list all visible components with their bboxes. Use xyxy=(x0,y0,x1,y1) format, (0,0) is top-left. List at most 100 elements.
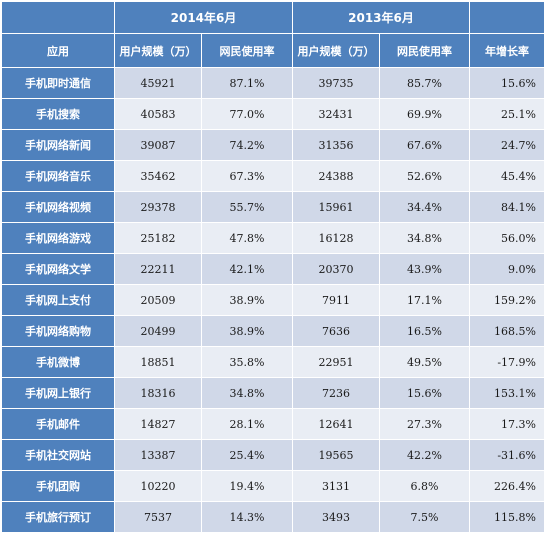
users-2013-cell: 24388 xyxy=(292,160,380,192)
users-2014-cell: 20499 xyxy=(114,315,202,347)
rate-2014-cell: 87.1% xyxy=(201,67,293,99)
app-name-cell: 手机网络音乐 xyxy=(1,160,115,192)
period-2014-header: 2014年6月 xyxy=(114,1,293,34)
growth-cell: 153.1% xyxy=(469,377,545,409)
rate-2014-cell: 38.9% xyxy=(201,284,293,316)
users-2013-cell: 20370 xyxy=(292,253,380,285)
users-2013-cell: 32431 xyxy=(292,98,380,130)
table-row: 手机网上支付 20509 38.9% 7911 17.1% 159.2% xyxy=(1,284,545,316)
users-2014-cell: 20509 xyxy=(114,284,202,316)
rate-2014-cell: 74.2% xyxy=(201,129,293,161)
rate-2014-cell: 34.8% xyxy=(201,377,293,409)
users-2014-cell: 13387 xyxy=(114,439,202,471)
rate-2013-cell: 49.5% xyxy=(379,346,470,378)
table-row: 手机邮件 14827 28.1% 12641 27.3% 17.3% xyxy=(1,408,545,440)
users-2014-cell: 22211 xyxy=(114,253,202,285)
users-2013-cell: 7236 xyxy=(292,377,380,409)
col-header-growth: 年增长率 xyxy=(469,33,545,68)
growth-cell: 226.4% xyxy=(469,470,545,502)
table-row: 手机网络购物 20499 38.9% 7636 16.5% 168.5% xyxy=(1,315,545,347)
growth-cell: -31.6% xyxy=(469,439,545,471)
rate-2013-cell: 16.5% xyxy=(379,315,470,347)
rate-2014-cell: 25.4% xyxy=(201,439,293,471)
growth-corner-cell xyxy=(469,1,545,34)
column-header-row: 应用 用户规模（万） 网民使用率 用户规模（万） 网民使用率 年增长率 xyxy=(1,33,545,68)
growth-cell: -17.9% xyxy=(469,346,545,378)
rate-2014-cell: 77.0% xyxy=(201,98,293,130)
rate-2014-cell: 28.1% xyxy=(201,408,293,440)
period-2013-header: 2013年6月 xyxy=(292,1,470,34)
users-2013-cell: 16128 xyxy=(292,222,380,254)
users-2014-cell: 18851 xyxy=(114,346,202,378)
growth-cell: 9.0% xyxy=(469,253,545,285)
table-row: 手机网络新闻 39087 74.2% 31356 67.6% 24.7% xyxy=(1,129,545,161)
users-2014-cell: 10220 xyxy=(114,470,202,502)
rate-2013-cell: 43.9% xyxy=(379,253,470,285)
users-2013-cell: 22951 xyxy=(292,346,380,378)
users-2013-cell: 7636 xyxy=(292,315,380,347)
rate-2014-cell: 14.3% xyxy=(201,501,293,533)
users-2014-cell: 18316 xyxy=(114,377,202,409)
col-header-rate-2013: 网民使用率 xyxy=(379,33,470,68)
users-2014-cell: 14827 xyxy=(114,408,202,440)
growth-cell: 24.7% xyxy=(469,129,545,161)
rate-2013-cell: 15.6% xyxy=(379,377,470,409)
rate-2013-cell: 42.2% xyxy=(379,439,470,471)
table-row: 手机网络游戏 25182 47.8% 16128 34.8% 56.0% xyxy=(1,222,545,254)
app-name-cell: 手机团购 xyxy=(1,470,115,502)
users-2013-cell: 12641 xyxy=(292,408,380,440)
rate-2014-cell: 42.1% xyxy=(201,253,293,285)
rate-2013-cell: 34.4% xyxy=(379,191,470,223)
table-row: 手机网上银行 18316 34.8% 7236 15.6% 153.1% xyxy=(1,377,545,409)
users-2013-cell: 3131 xyxy=(292,470,380,502)
period-header-row: 2014年6月 2013年6月 xyxy=(1,1,545,34)
growth-cell: 17.3% xyxy=(469,408,545,440)
users-2013-cell: 7911 xyxy=(292,284,380,316)
rate-2014-cell: 67.3% xyxy=(201,160,293,192)
app-name-cell: 手机网上支付 xyxy=(1,284,115,316)
growth-cell: 15.6% xyxy=(469,67,545,99)
rate-2014-cell: 19.4% xyxy=(201,470,293,502)
table-row: 手机搜索 40583 77.0% 32431 69.9% 25.1% xyxy=(1,98,545,130)
growth-cell: 25.1% xyxy=(469,98,545,130)
rate-2013-cell: 85.7% xyxy=(379,67,470,99)
table-row: 手机即时通信 45921 87.1% 39735 85.7% 15.6% xyxy=(1,67,545,99)
rate-2013-cell: 6.8% xyxy=(379,470,470,502)
app-name-cell: 手机社交网站 xyxy=(1,439,115,471)
table-row: 手机社交网站 13387 25.4% 19565 42.2% -31.6% xyxy=(1,439,545,471)
users-2013-cell: 3493 xyxy=(292,501,380,533)
rate-2013-cell: 34.8% xyxy=(379,222,470,254)
table-row: 手机微博 18851 35.8% 22951 49.5% -17.9% xyxy=(1,346,545,378)
users-2013-cell: 19565 xyxy=(292,439,380,471)
table-row: 手机网络音乐 35462 67.3% 24388 52.6% 45.4% xyxy=(1,160,545,192)
users-2014-cell: 25182 xyxy=(114,222,202,254)
table-row: 手机网络文学 22211 42.1% 20370 43.9% 9.0% xyxy=(1,253,545,285)
growth-cell: 168.5% xyxy=(469,315,545,347)
rate-2013-cell: 17.1% xyxy=(379,284,470,316)
table-row: 手机团购 10220 19.4% 3131 6.8% 226.4% xyxy=(1,470,545,502)
users-2013-cell: 31356 xyxy=(292,129,380,161)
users-2013-cell: 15961 xyxy=(292,191,380,223)
corner-cell xyxy=(1,1,115,34)
users-2014-cell: 7537 xyxy=(114,501,202,533)
table-row: 手机网络视频 29378 55.7% 15961 34.4% 84.1% xyxy=(1,191,545,223)
rate-2013-cell: 27.3% xyxy=(379,408,470,440)
growth-cell: 45.4% xyxy=(469,160,545,192)
col-header-app: 应用 xyxy=(1,33,115,68)
rate-2013-cell: 52.6% xyxy=(379,160,470,192)
app-name-cell: 手机微博 xyxy=(1,346,115,378)
users-2014-cell: 45921 xyxy=(114,67,202,99)
rate-2013-cell: 7.5% xyxy=(379,501,470,533)
app-name-cell: 手机网络购物 xyxy=(1,315,115,347)
col-header-users-2014: 用户规模（万） xyxy=(114,33,202,68)
col-header-rate-2014: 网民使用率 xyxy=(201,33,293,68)
app-name-cell: 手机即时通信 xyxy=(1,67,115,99)
rate-2014-cell: 38.9% xyxy=(201,315,293,347)
rate-2013-cell: 67.6% xyxy=(379,129,470,161)
rate-2014-cell: 55.7% xyxy=(201,191,293,223)
app-name-cell: 手机网上银行 xyxy=(1,377,115,409)
app-name-cell: 手机邮件 xyxy=(1,408,115,440)
app-name-cell: 手机网络文学 xyxy=(1,253,115,285)
